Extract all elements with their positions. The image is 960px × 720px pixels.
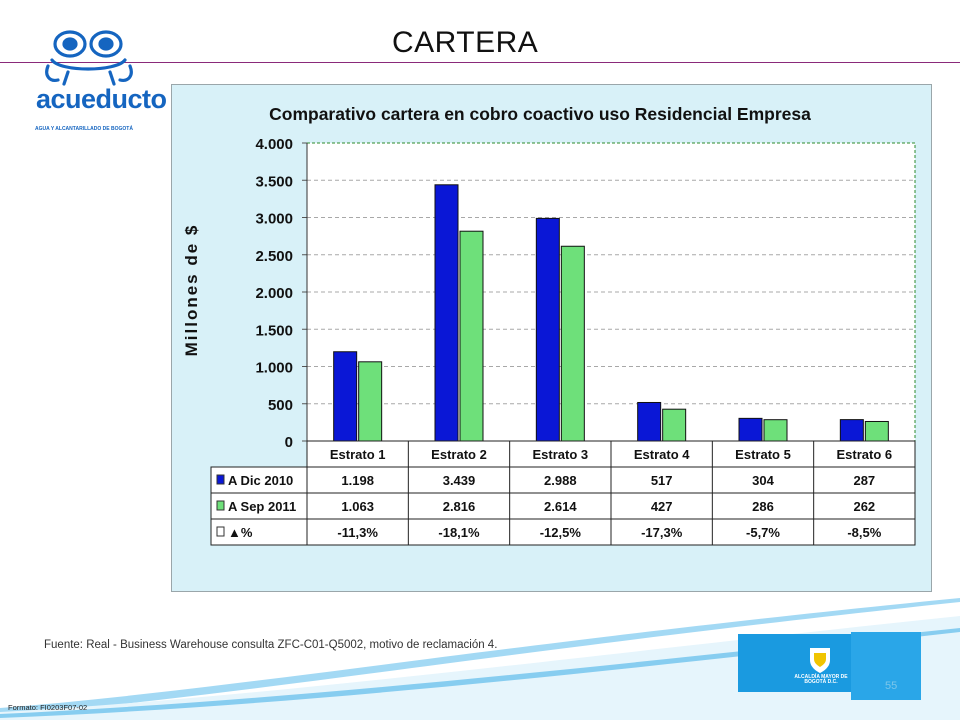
y-tick-label: 4.000 bbox=[255, 136, 293, 153]
table-cell-value: 517 bbox=[651, 473, 673, 488]
page-number: 55 bbox=[885, 680, 898, 692]
bar-sep-2011 bbox=[358, 361, 383, 442]
table-body bbox=[210, 466, 916, 546]
bar-sep-2011 bbox=[763, 419, 788, 442]
legend-key bbox=[216, 526, 225, 537]
table-cell-value: 427 bbox=[651, 499, 673, 514]
bar-dic-2010 bbox=[637, 401, 662, 442]
bar-dic-2010 bbox=[434, 184, 459, 442]
acueducto-logo-icon bbox=[45, 30, 133, 86]
y-axis-label: Millones de $ bbox=[182, 224, 201, 357]
category-label: Estrato 6 bbox=[837, 447, 893, 462]
table-cell-value: 3.439 bbox=[443, 473, 476, 488]
bar-sep-2011 bbox=[662, 408, 687, 442]
y-tick-label: 0 bbox=[285, 434, 293, 451]
table-cell-value: 304 bbox=[752, 473, 774, 488]
y-tick-label: 3.500 bbox=[255, 173, 293, 190]
y-tick-label: 1.000 bbox=[255, 360, 293, 377]
logo-wordmark: acueducto bbox=[36, 84, 167, 114]
legend-label: A Sep 2011 bbox=[228, 499, 296, 514]
table-cell-value: 1.198 bbox=[341, 473, 374, 488]
table-cell-value: 2.816 bbox=[443, 499, 476, 514]
footer-wave bbox=[0, 598, 960, 720]
y-tick-label: 3.000 bbox=[255, 211, 293, 228]
category-label: Estrato 2 bbox=[431, 447, 487, 462]
legend-key bbox=[216, 474, 225, 485]
table-cell-value: -17,3% bbox=[641, 525, 683, 540]
source-note: Fuente: Real - Business Warehouse consul… bbox=[44, 639, 498, 651]
table-cell-value: 286 bbox=[752, 499, 774, 514]
table-cell-value: 1.063 bbox=[341, 499, 374, 514]
table-cell-value: -11,3% bbox=[337, 525, 378, 540]
bar-dic-2010 bbox=[333, 351, 358, 442]
gridlines bbox=[302, 142, 915, 442]
data-table: Estrato 1 Estrato 2 Estrato 3 Estrato 4 Estr… bbox=[210, 440, 916, 546]
table-cell-value: 262 bbox=[853, 499, 875, 514]
bar-sep-2011 bbox=[459, 230, 484, 442]
category-label: Estrato 1 bbox=[330, 447, 386, 462]
y-tick-label: 1.500 bbox=[255, 322, 293, 339]
alcaldia-side-panel bbox=[851, 632, 921, 700]
bogota-shield-icon bbox=[810, 648, 830, 673]
category-label: Estrato 3 bbox=[533, 447, 589, 462]
bar-sep-2011 bbox=[560, 245, 585, 442]
legend-label: A Dic 2010 bbox=[228, 473, 293, 488]
table-cell-value: 2.614 bbox=[544, 499, 577, 514]
format-code: Formato: FI0203F07-02 bbox=[8, 703, 88, 712]
table-cell-value: -8,5% bbox=[847, 525, 881, 540]
bar-sep-2011 bbox=[864, 420, 889, 442]
table-cell-value: 2.988 bbox=[544, 473, 577, 488]
bar-dic-2010 bbox=[738, 417, 763, 442]
slide-title: CARTERA bbox=[392, 26, 539, 59]
table-cell-value: 287 bbox=[853, 473, 875, 488]
alcaldia-panel bbox=[738, 634, 851, 692]
table-cell-value: -18,1% bbox=[438, 525, 480, 540]
y-tick-label: 2.000 bbox=[255, 285, 293, 302]
alcaldia-label: ALCALDÍA MAYOR DE BOGOTÁ D.C. bbox=[794, 674, 848, 685]
legend-label: ▲% bbox=[228, 525, 253, 540]
bar-dic-2010 bbox=[839, 419, 864, 442]
category-label: Estrato 5 bbox=[735, 447, 791, 462]
legend-key bbox=[216, 500, 225, 511]
category-label: Estrato 4 bbox=[634, 447, 690, 462]
y-tick-label: 500 bbox=[268, 397, 293, 414]
title-divider-line bbox=[0, 62, 960, 63]
logo-tagline: AGUA Y ALCANTARILLADO DE BOGOTÁ bbox=[35, 126, 133, 132]
table-cell-value: -12,5% bbox=[540, 525, 582, 540]
y-tick-labels: 0 500 1.000 1.500 2.000 2.500 3.000 3.500 4.000 bbox=[255, 136, 293, 451]
table-cell-value: -5,7% bbox=[746, 525, 780, 540]
y-tick-label: 2.500 bbox=[255, 248, 293, 265]
chart-title: Comparativo cartera en cobro coactivo us… bbox=[269, 104, 811, 124]
bar-dic-2010 bbox=[535, 217, 560, 442]
